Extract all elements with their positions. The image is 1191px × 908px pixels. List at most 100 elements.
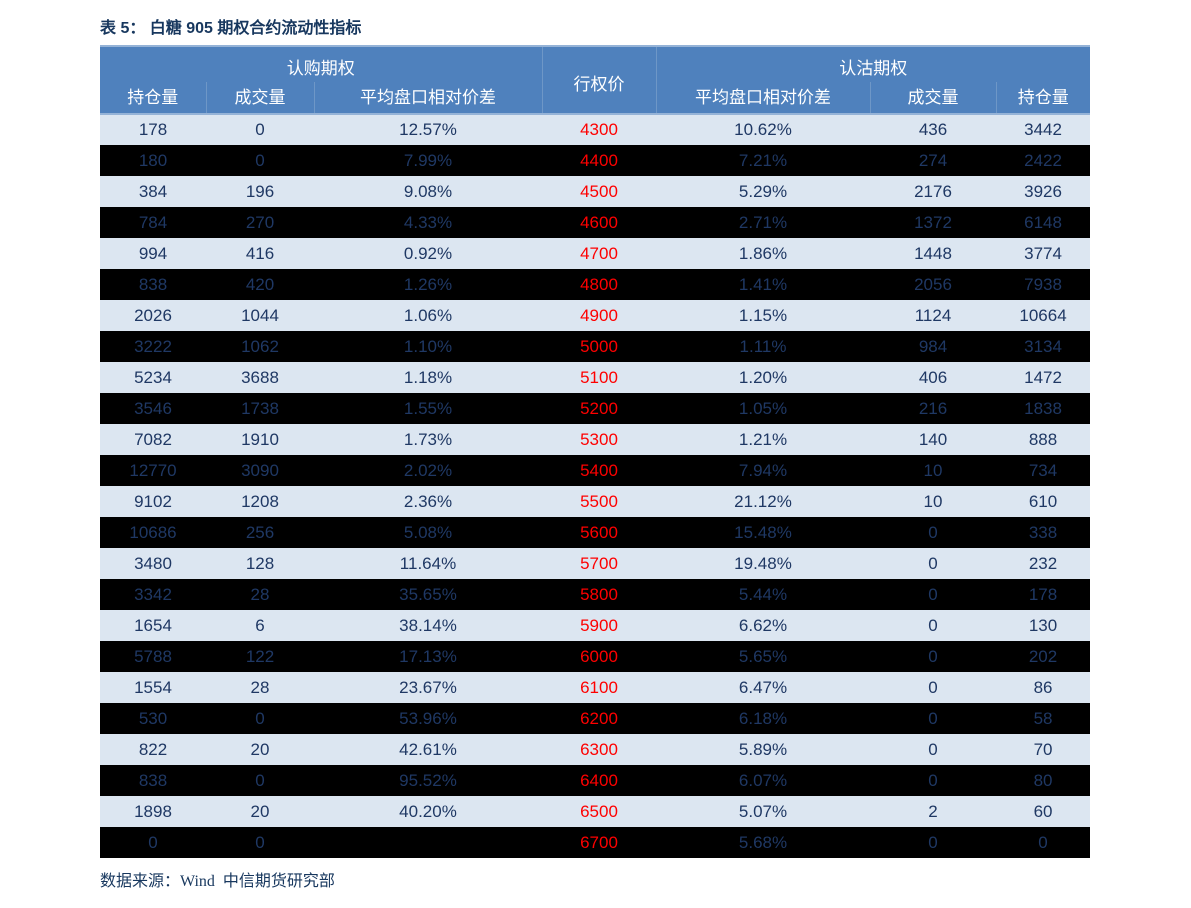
data-cell: 180 <box>138 150 168 170</box>
data-cell: 384 <box>138 181 168 201</box>
strike-price-cell: 4700 <box>580 243 618 263</box>
table-header: 认购期权 行权价 认沽期权 持仓量 成交量 平均盘口相对价差 平均盘口相对价差 … <box>100 45 1091 115</box>
data-cell: 0 <box>928 553 938 573</box>
data-cell: 5.07% <box>738 801 788 821</box>
data-cell: 0 <box>928 770 938 790</box>
data-cell: 1554 <box>134 677 172 697</box>
data-cell: 436 <box>918 120 948 139</box>
data-cell: 5.44% <box>738 584 788 604</box>
data-cell: 0 <box>255 770 265 790</box>
data-cell: 0 <box>255 832 265 852</box>
data-cell: 5788 <box>134 646 172 666</box>
data-cell: 610 <box>1028 491 1058 511</box>
data-cell: 0 <box>928 739 938 759</box>
data-cell: 420 <box>245 274 275 294</box>
data-cell: 3090 <box>241 460 279 480</box>
data-cell: 80 <box>1033 770 1053 790</box>
data-cell: 1208 <box>241 491 279 511</box>
strike-price-cell: 5700 <box>580 553 618 573</box>
data-cell: 3480 <box>134 553 172 573</box>
data-cell: 1.41% <box>738 274 788 294</box>
strike-price-cell: 5800 <box>580 584 618 604</box>
data-cell <box>314 827 542 858</box>
table-row: 10686 256 5.08% 5600 15.48% 0 338 <box>100 517 1091 548</box>
data-cell: 1.15% <box>738 305 788 325</box>
data-cell: 2026 <box>134 305 172 325</box>
data-cell: 838 <box>138 274 168 294</box>
data-cell: 12770 <box>129 460 177 480</box>
data-cell: 2176 <box>914 181 952 201</box>
data-cell: 6.47% <box>738 677 788 697</box>
data-cell: 1472 <box>1024 367 1062 387</box>
data-cell: 202 <box>1028 646 1058 666</box>
data-cell: 1838 <box>1024 398 1062 418</box>
strike-price-cell: 5200 <box>580 398 618 418</box>
data-cell: 1898 <box>134 801 172 821</box>
data-cell: 7.21% <box>738 150 788 170</box>
call-avg-spread-header: 平均盘口相对价差 <box>313 82 543 115</box>
data-cell: 21.12% <box>734 491 792 511</box>
call-open-interest-header: 持仓量 <box>100 82 207 115</box>
data-cell: 274 <box>918 150 948 170</box>
data-cell: 17.13% <box>399 646 457 666</box>
data-cell: 0.92% <box>403 243 453 263</box>
data-cell: 0 <box>148 832 158 852</box>
data-cell: 15.48% <box>734 522 792 542</box>
table-row: 1554 28 23.67% 6100 6.47% 0 86 <box>100 672 1091 703</box>
data-cell: 86 <box>1033 677 1053 697</box>
data-cell: 0 <box>928 708 938 728</box>
data-cell: 5.29% <box>738 181 788 201</box>
data-cell: 28 <box>250 584 270 604</box>
data-cell: 1.20% <box>738 367 788 387</box>
data-cell: 0 <box>928 615 938 635</box>
data-cell: 5.68% <box>738 832 788 852</box>
data-cell: 10686 <box>129 522 177 542</box>
data-cell: 28 <box>250 677 270 697</box>
data-cell: 3688 <box>241 367 279 387</box>
data-cell: 6.62% <box>738 615 788 635</box>
data-cell: 2422 <box>1024 150 1062 170</box>
data-cell: 42.61% <box>399 739 457 759</box>
data-cell: 1062 <box>241 336 279 356</box>
data-cell: 1.55% <box>403 398 453 418</box>
table-row: 3480 128 11.64% 5700 19.48% 0 232 <box>100 548 1091 579</box>
data-cell: 5.89% <box>738 739 788 759</box>
strike-price-cell: 4300 <box>580 120 618 139</box>
table-row: 9102 1208 2.36% 5500 21.12% 10 610 <box>100 486 1091 517</box>
strike-price-cell: 6700 <box>580 832 618 852</box>
table-row: 5234 3688 1.18% 5100 1.20% 406 1472 <box>100 362 1091 393</box>
data-cell: 70 <box>1033 739 1053 759</box>
data-cell: 2.36% <box>403 491 453 511</box>
data-cell: 1738 <box>241 398 279 418</box>
strike-price-cell: 6500 <box>580 801 618 821</box>
data-cell: 7938 <box>1024 274 1062 294</box>
table-row: 5788 122 17.13% 6000 5.65% 0 202 <box>100 641 1091 672</box>
data-cell: 6.18% <box>738 708 788 728</box>
data-cell: 416 <box>245 243 275 263</box>
strike-price-cell: 5100 <box>580 367 618 387</box>
data-cell: 3926 <box>1024 181 1062 201</box>
data-cell: 256 <box>245 522 275 542</box>
data-cell: 1448 <box>914 243 952 263</box>
data-cell: 20 <box>250 739 270 759</box>
data-cell: 5234 <box>134 367 172 387</box>
data-cell: 406 <box>918 367 948 387</box>
data-cell: 3546 <box>134 398 172 418</box>
strike-price-cell: 4800 <box>580 274 618 294</box>
strike-price-cell: 5900 <box>580 615 618 635</box>
table-row: 3546 1738 1.55% 5200 1.05% 216 1838 <box>100 393 1091 424</box>
table-row: 2026 1044 1.06% 4900 1.15% 1124 10664 <box>100 300 1091 331</box>
data-cell: 888 <box>1028 429 1058 449</box>
data-cell: 178 <box>138 120 168 139</box>
data-cell: 0 <box>255 120 265 139</box>
data-cell: 53.96% <box>399 708 457 728</box>
data-cell: 270 <box>245 212 275 232</box>
data-cell: 5.08% <box>403 522 453 542</box>
table-row: 7082 1910 1.73% 5300 1.21% 140 888 <box>100 424 1091 455</box>
data-cell: 3134 <box>1024 336 1062 356</box>
put-avg-spread-header: 平均盘口相对价差 <box>655 82 871 115</box>
data-cell: 40.20% <box>399 801 457 821</box>
data-cell: 6.07% <box>738 770 788 790</box>
data-cell: 1.10% <box>403 336 453 356</box>
